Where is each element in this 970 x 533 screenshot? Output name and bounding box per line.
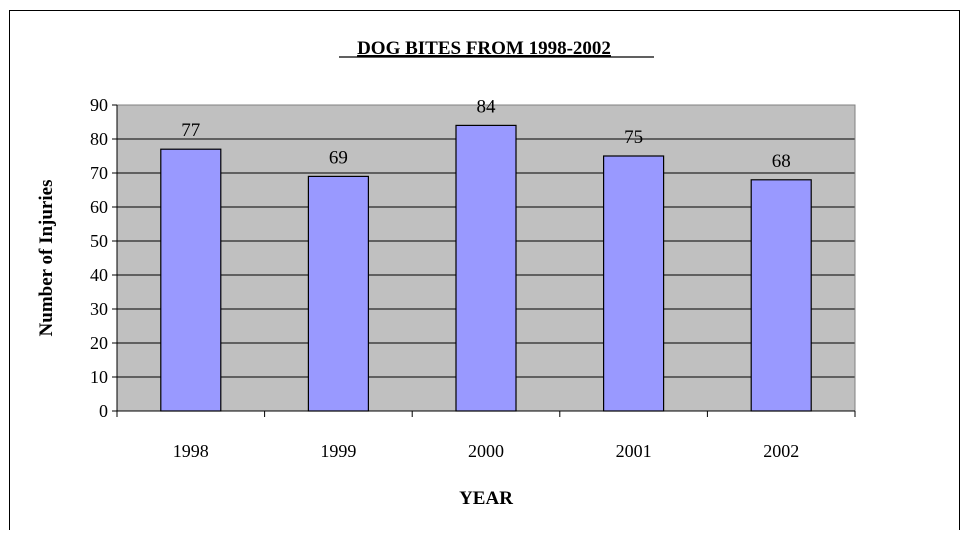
x-tick-label: 1999	[320, 441, 356, 461]
x-tick-label: 2001	[616, 441, 652, 461]
bar-2001	[602, 155, 665, 412]
x-tick-labels: 1998 1999 2000 2001 2002	[173, 441, 799, 461]
y-tick-labels: 0 10 20 30 40 50 60 70 80 90	[90, 95, 108, 421]
y-tick-label: 20	[90, 333, 108, 353]
chart-title: DOG BITES FROM 1998-2002	[357, 38, 611, 59]
bar-2000	[455, 124, 517, 412]
y-tick-label: 60	[90, 197, 108, 217]
y-tick-label: 0	[99, 401, 108, 421]
y-tick-label: 80	[90, 129, 108, 149]
axes	[112, 104, 856, 417]
data-label: 77	[181, 120, 200, 141]
data-label: 75	[624, 127, 643, 148]
x-tick-label: 1998	[173, 441, 209, 461]
x-axis-title: YEAR	[459, 488, 513, 509]
x-tick-label: 2002	[763, 441, 799, 461]
y-axis-title: Number of Injuries	[36, 180, 57, 337]
x-tick-label: 2000	[468, 441, 504, 461]
data-labels: 77 69 84 75 68	[181, 96, 790, 171]
bars	[160, 124, 812, 412]
y-tick-label: 70	[90, 163, 108, 183]
y-tick-label: 30	[90, 299, 108, 319]
y-tick-label: 50	[90, 231, 108, 251]
y-tick-label: 90	[90, 95, 108, 115]
bar-1999	[307, 175, 369, 412]
y-tick-label: 40	[90, 265, 108, 285]
bar-1998	[160, 148, 222, 412]
chart-frame	[9, 10, 960, 530]
y-tick-label: 10	[90, 367, 108, 387]
bar-2002	[750, 179, 812, 412]
data-label: 69	[329, 147, 348, 168]
data-label: 84	[477, 96, 497, 117]
data-label: 68	[772, 151, 791, 172]
